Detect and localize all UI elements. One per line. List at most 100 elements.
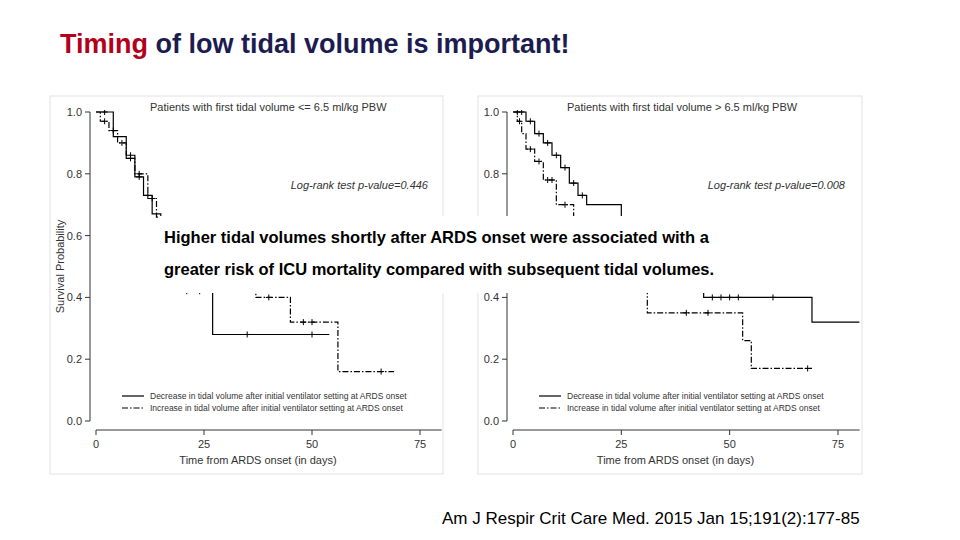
censor-mark — [309, 331, 315, 337]
censor-mark — [119, 140, 125, 146]
censor-mark — [102, 110, 108, 115]
censor-mark — [562, 165, 568, 171]
legend-swatch — [539, 407, 561, 408]
censor-mark — [709, 294, 715, 300]
y-tick-label: 0.8 — [67, 168, 82, 180]
x-tick-label: 50 — [724, 438, 736, 450]
legend-swatch — [122, 407, 144, 408]
censor-mark — [770, 294, 776, 300]
y-tick-label: 1.0 — [67, 106, 82, 118]
censor-mark — [516, 118, 522, 124]
callout-text: greater risk of ICU mortality compared w… — [164, 260, 714, 278]
y-tick-label: 0.4 — [67, 291, 82, 303]
citation: Am J Respir Crit Care Med. 2015 Jan 15;1… — [442, 509, 860, 528]
y-tick — [85, 112, 90, 113]
y-tick-label: 0.0 — [484, 415, 499, 427]
logrank-annotation: Log-rank test p-value=0.008 — [708, 179, 846, 191]
legend-swatch — [122, 395, 144, 396]
censor-mark — [545, 140, 551, 146]
x-tick-label: 25 — [198, 438, 210, 450]
x-tick — [513, 430, 514, 435]
title-rest: of low tidal volume is important! — [148, 29, 570, 59]
logrank-annotation: Log-rank test p-value=0.446 — [291, 179, 429, 191]
censor-mark — [149, 196, 155, 202]
x-tick — [96, 430, 97, 435]
x-tick-label: 0 — [510, 438, 516, 450]
legend-label: Decrease in tidal volume after initial v… — [150, 391, 407, 401]
censor-mark — [244, 331, 250, 337]
y-tick-label: 0.4 — [484, 291, 499, 303]
censor-mark — [553, 152, 559, 158]
y-tick — [502, 112, 507, 113]
legend-label: Increase in tidal volume after initial v… — [150, 403, 403, 413]
legend-swatch — [539, 395, 561, 396]
plot-title: Patients with first tidal volume <= 6.5 … — [150, 101, 387, 113]
x-tick-label: 50 — [306, 438, 318, 450]
y-axis-label: Survival Probability — [54, 219, 66, 313]
y-tick — [502, 359, 507, 360]
censor-mark — [735, 294, 741, 300]
y-tick — [85, 173, 90, 174]
y-tick — [85, 359, 90, 360]
y-tick-label: 1.0 — [484, 106, 499, 118]
y-tick-label: 0.0 — [67, 415, 82, 427]
y-tick-label: 0.2 — [67, 353, 82, 365]
y-tick-label: 0.8 — [484, 168, 499, 180]
censor-mark — [527, 118, 533, 124]
censor-mark — [718, 294, 724, 300]
y-tick — [502, 297, 507, 298]
y-tick — [85, 235, 90, 236]
censor-mark — [527, 146, 533, 152]
y-tick — [502, 421, 507, 422]
censor-mark — [300, 319, 306, 325]
x-tick — [729, 430, 730, 435]
y-tick — [85, 297, 90, 298]
callout-box — [158, 216, 778, 293]
x-tick — [621, 430, 622, 435]
x-tick — [312, 430, 313, 435]
censor-mark — [309, 319, 315, 325]
legend: Decrease in tidal volume after initial v… — [539, 391, 824, 413]
plot-title: Patients with first tidal volume > 6.5 m… — [567, 101, 798, 113]
x-tick-label: 25 — [615, 438, 627, 450]
title-highlight: Timing — [60, 29, 148, 59]
censor-mark — [562, 202, 568, 208]
x-tick-label: 75 — [832, 438, 844, 450]
censor-mark — [536, 158, 542, 164]
censor-mark — [266, 294, 272, 300]
censor-mark — [378, 369, 384, 375]
callout-text: Higher tidal volumes shortly after ARDS … — [164, 228, 710, 246]
legend-label: Increase in tidal volume after initial v… — [567, 403, 820, 413]
y-tick-label: 0.6 — [67, 230, 82, 242]
y-tick-label: 0.2 — [484, 353, 499, 365]
censor-mark — [727, 294, 733, 300]
censor-mark — [536, 131, 542, 137]
y-tick — [502, 173, 507, 174]
x-axis-label: Time from ARDS onset (in days) — [597, 454, 754, 466]
x-tick — [837, 430, 838, 435]
censor-mark — [805, 365, 811, 371]
callout: Higher tidal volumes shortly after ARDS … — [158, 216, 778, 293]
x-tick — [204, 430, 205, 435]
x-axis — [96, 430, 442, 431]
censor-mark — [102, 118, 108, 124]
y-tick — [85, 421, 90, 422]
slide-title: Timing of low tidal volume is important! — [60, 29, 570, 59]
censor-mark — [683, 310, 689, 316]
censor-mark — [128, 152, 134, 158]
censor-mark — [519, 110, 525, 115]
x-tick — [420, 430, 421, 435]
x-axis-label: Time from ARDS onset (in days) — [179, 454, 336, 466]
censor-mark — [579, 192, 585, 198]
censor-mark — [705, 310, 711, 316]
slide: Timing of low tidal volume is important!… — [0, 0, 960, 540]
x-axis — [513, 430, 860, 431]
censor-mark — [110, 128, 116, 134]
y-axis — [90, 112, 91, 421]
legend: Decrease in tidal volume after initial v… — [122, 391, 407, 413]
x-tick-label: 0 — [93, 438, 99, 450]
censor-mark — [571, 180, 577, 186]
censor-mark — [136, 171, 142, 177]
legend-label: Decrease in tidal volume after initial v… — [567, 391, 824, 401]
x-tick-label: 75 — [414, 438, 426, 450]
